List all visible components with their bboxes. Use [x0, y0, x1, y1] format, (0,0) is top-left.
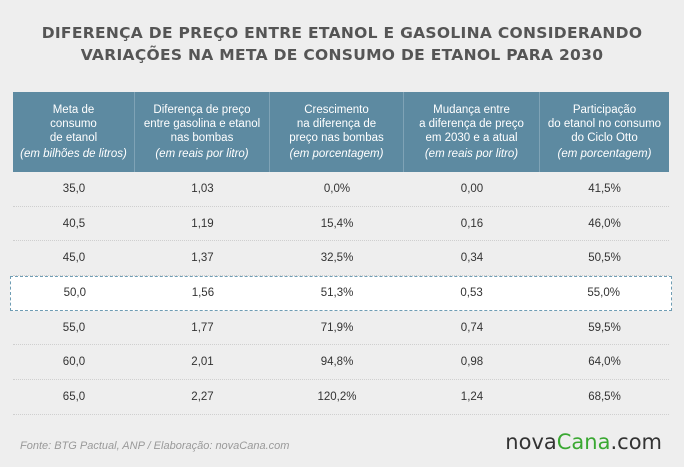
table-row: 40,5 1,19 15,4% 0,16 46,0% — [13, 207, 669, 242]
table-cell: 2,27 — [191, 390, 214, 403]
table-cell: 68,5% — [588, 390, 621, 403]
table-cell: 60,0 — [62, 356, 86, 369]
novacana-logo: novaCana.com — [505, 430, 662, 454]
table-cell: 50,0 — [63, 287, 86, 300]
table-row: 55,0 1,77 71,9% 0,74 59,5% — [13, 311, 669, 346]
table-cell: 40,5 — [62, 217, 86, 230]
column-header-diferenca: Diferença de preço entre gasolina e etan… — [135, 92, 270, 172]
table-cell: 1,03 — [191, 182, 214, 195]
table-cell: 1,37 — [191, 252, 214, 265]
header-unit: (em reais por litro) — [155, 148, 249, 160]
table-cell: 0,00 — [460, 182, 484, 195]
source-note: Fonte: BTG Pactual, ANP / Elaboração: no… — [20, 440, 290, 452]
table-cell: 2,01 — [191, 356, 214, 369]
table-cell: 32,5% — [320, 252, 354, 265]
table-cell: 59,5% — [588, 321, 621, 334]
table-cell: 46,0% — [588, 217, 621, 230]
logo-text-nova: nova — [505, 430, 557, 454]
table-row: 45,0 1,37 32,5% 0,34 50,5% — [13, 241, 669, 277]
table-cell: 64,0% — [588, 356, 621, 369]
table-cell: 0,34 — [460, 252, 484, 265]
table-cell: 0,98 — [460, 356, 484, 369]
table-cell: 41,5% — [588, 182, 621, 195]
table-cell: 55,0% — [587, 287, 620, 300]
column-header-mudanca: Mudança entre a diferença de preço em 20… — [404, 92, 540, 172]
table-cell: 0,16 — [460, 217, 484, 230]
header-unit: (em reais por litro) — [424, 148, 519, 160]
header-text: na diferença de — [296, 118, 377, 130]
header-unit: (em bilhões de litros) — [20, 148, 127, 160]
header-text: do etanol no consumo — [547, 118, 662, 130]
title-line-2: VARIAÇÕES NA META DE CONSUMO DE ETANOL P… — [80, 46, 604, 64]
table-cell: 0,0% — [323, 182, 351, 195]
table-cell: 1,24 — [460, 390, 484, 403]
table-cell: 15,4% — [320, 217, 354, 230]
page-title: DIFERENÇA DE PREÇO ENTRE ETANOL E GASOLI… — [0, 22, 684, 66]
table-cell: 1,19 — [191, 217, 214, 230]
table-cell: 50,5% — [588, 252, 621, 265]
table-cell: 1,56 — [191, 287, 215, 300]
header-text: Participação — [572, 104, 637, 116]
table-row: 65,0 2,27 120,2% 1,24 68,5% — [13, 380, 669, 415]
header-text: a diferença de preço — [419, 118, 524, 130]
header-text: nas bombas — [170, 132, 234, 144]
table-cell: 1,77 — [191, 321, 214, 334]
table-cell: 94,8% — [320, 356, 354, 369]
header-text: Crescimento — [304, 104, 369, 116]
column-header-crescimento: Crescimento na diferença de preço nas bo… — [270, 92, 404, 172]
column-header-participacao: Participação do etanol no consumo do Cic… — [540, 92, 669, 172]
title-line-1: DIFERENÇA DE PREÇO ENTRE ETANOL E GASOLI… — [41, 24, 643, 42]
table-row: 60,0 2,01 94,8% 0,98 64,0% — [13, 345, 669, 381]
header-text: Diferença de preço — [153, 104, 251, 116]
table-row-highlighted: 50,0 1,56 51,3% 0,53 55,0% — [10, 276, 672, 311]
table-cell: 45,0 — [62, 252, 86, 265]
table-header: Meta de consumo de etanol (em bilhões de… — [13, 92, 669, 172]
header-text: consumo — [50, 118, 97, 130]
header-text: Mudança entre — [433, 104, 510, 116]
table-cell: 55,0 — [62, 321, 86, 334]
table-cell: 0,74 — [460, 321, 484, 334]
header-text: preço nas bombas — [289, 132, 384, 144]
header-text: Meta de — [52, 104, 95, 116]
logo-text-cana: Cana — [556, 430, 611, 454]
column-header-meta: Meta de consumo de etanol (em bilhões de… — [13, 92, 135, 172]
header-text: entre gasolina e etanol — [143, 118, 261, 130]
table-cell: 0,53 — [460, 287, 483, 300]
header-text: do Ciclo Otto — [571, 132, 638, 144]
table-cell: 120,2% — [317, 390, 357, 403]
header-unit: (em porcentagem) — [557, 148, 652, 160]
header-unit: (em porcentagem) — [289, 148, 384, 160]
table-cell: 51,3% — [320, 287, 354, 300]
table-row: 35,0 1,03 0,0% 0,00 41,5% — [13, 172, 669, 207]
table-cell: 65,0 — [62, 390, 86, 403]
table-body: 35,0 1,03 0,0% 0,00 41,5% 40,5 1,19 15,4… — [10, 172, 672, 415]
data-table: Meta de consumo de etanol (em bilhões de… — [10, 92, 672, 415]
header-text: em 2030 e a atual — [425, 132, 518, 144]
table-cell: 71,9% — [320, 321, 354, 334]
header-text: de etanol — [49, 132, 98, 144]
table-cell: 35,0 — [62, 182, 86, 195]
logo-text-com: .com — [610, 430, 662, 454]
